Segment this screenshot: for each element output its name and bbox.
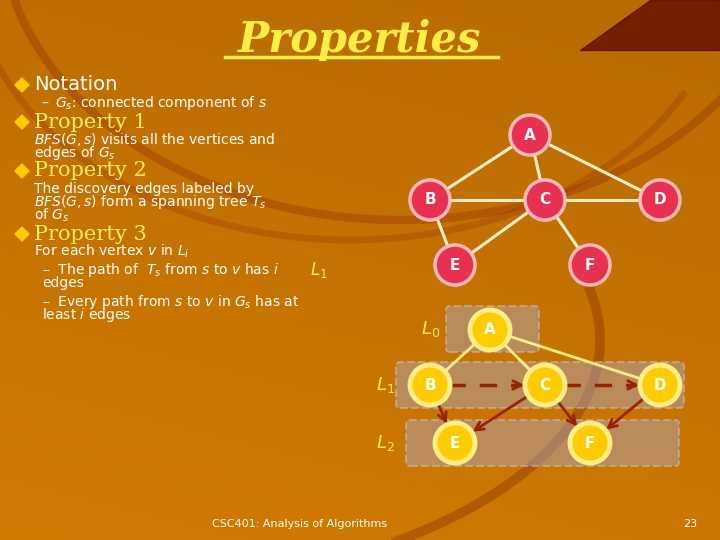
Text: Notation: Notation <box>34 76 117 94</box>
Text: F: F <box>585 435 595 450</box>
Text: Property 1: Property 1 <box>34 112 147 132</box>
Text: Properties: Properties <box>238 19 482 61</box>
Text: $\mathit{BFS(G, s)}$ visits all the vertices and: $\mathit{BFS(G, s)}$ visits all the vert… <box>34 132 275 148</box>
Text: –: – <box>42 96 58 110</box>
Text: edges of $\mathit{G_s}$: edges of $\mathit{G_s}$ <box>34 144 116 162</box>
FancyBboxPatch shape <box>446 306 539 352</box>
Polygon shape <box>15 78 29 92</box>
Polygon shape <box>15 227 29 241</box>
Circle shape <box>412 367 448 403</box>
Text: C: C <box>539 192 551 207</box>
Polygon shape <box>15 115 29 129</box>
Text: D: D <box>654 192 666 207</box>
Circle shape <box>525 180 565 220</box>
Text: of $\mathit{G_s}$: of $\mathit{G_s}$ <box>34 206 69 224</box>
Text: $\mathit{BFS(G, s)}$ form a spanning tree $\mathit{T_s}$: $\mathit{BFS(G, s)}$ form a spanning tre… <box>34 193 266 211</box>
Polygon shape <box>15 164 29 178</box>
Circle shape <box>437 425 473 461</box>
Text: E: E <box>450 258 460 273</box>
Text: least $\mathit{i}$ edges: least $\mathit{i}$ edges <box>42 306 132 324</box>
Text: Property 2: Property 2 <box>34 161 147 180</box>
Text: 23: 23 <box>683 519 697 529</box>
Circle shape <box>642 367 678 403</box>
Circle shape <box>572 425 608 461</box>
Text: –  Every path from $\mathit{s}$ to $\mathit{v}$ in $\mathit{G_s}$ has at: – Every path from $\mathit{s}$ to $\math… <box>42 293 300 311</box>
Text: $\mathit{L_1}$: $\mathit{L_1}$ <box>310 260 328 280</box>
Text: The discovery edges labeled by: The discovery edges labeled by <box>34 182 254 196</box>
Text: E: E <box>450 435 460 450</box>
Text: B: B <box>424 377 436 393</box>
Text: B: B <box>424 192 436 207</box>
FancyBboxPatch shape <box>396 362 684 408</box>
Circle shape <box>435 245 475 285</box>
Circle shape <box>410 180 450 220</box>
Text: edges: edges <box>42 276 84 290</box>
Text: $\mathit{L_1}$: $\mathit{L_1}$ <box>376 375 395 395</box>
Text: F: F <box>585 258 595 273</box>
FancyBboxPatch shape <box>406 420 679 466</box>
Text: $\mathit{G_s}$: connected component of $\mathit{s}$: $\mathit{G_s}$: connected component of $… <box>55 94 267 112</box>
Text: CSC401: Analysis of Algorithms: CSC401: Analysis of Algorithms <box>212 519 387 529</box>
Text: C: C <box>539 377 551 393</box>
Circle shape <box>527 367 563 403</box>
Text: Property 3: Property 3 <box>34 225 147 244</box>
Circle shape <box>640 180 680 220</box>
Text: A: A <box>484 322 496 338</box>
Text: For each vertex $\mathit{v}$ in $\mathit{L_i}$: For each vertex $\mathit{v}$ in $\mathit… <box>34 242 189 260</box>
Text: A: A <box>524 127 536 143</box>
Text: $\mathit{L_0}$: $\mathit{L_0}$ <box>420 319 440 339</box>
Circle shape <box>570 245 610 285</box>
Text: –  The path of  $\mathit{T_s}$ from $\mathit{s}$ to $\mathit{v}$ has $\mathit{i}: – The path of $\mathit{T_s}$ from $\math… <box>42 261 279 279</box>
Circle shape <box>472 312 508 348</box>
Text: D: D <box>654 377 666 393</box>
Text: $\mathit{L_2}$: $\mathit{L_2}$ <box>377 433 395 453</box>
Circle shape <box>510 115 550 155</box>
